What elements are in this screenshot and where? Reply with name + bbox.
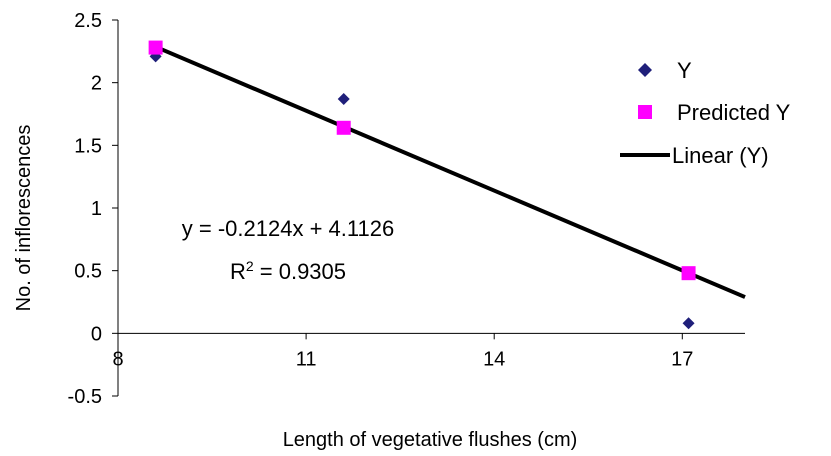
legend-item-predicted-y: Predicted Y bbox=[638, 100, 791, 125]
x-ticks: 8 11 14 17 bbox=[112, 333, 693, 370]
trendline bbox=[154, 44, 746, 299]
trendline-equation: y = -0.2124x + 4.1126 bbox=[182, 216, 394, 241]
legend-label-predicted-y: Predicted Y bbox=[677, 100, 791, 125]
data-point-predicted-y bbox=[336, 120, 351, 135]
y-axis-title: No. of inflorescences bbox=[13, 125, 35, 312]
x-tick-label: 11 bbox=[296, 348, 317, 370]
legend: Y Predicted Y Linear (Y) bbox=[620, 58, 791, 168]
y-tick-label: -0.5 bbox=[68, 386, 102, 408]
legend-label-linear: Linear (Y) bbox=[672, 143, 769, 168]
x-tick-label: 14 bbox=[483, 348, 505, 370]
legend-item-linear: Linear (Y) bbox=[620, 143, 769, 168]
r-squared-superscript: 2 bbox=[246, 258, 254, 274]
x-tick-label: 17 bbox=[671, 348, 693, 370]
y-tick-label: 2 bbox=[91, 73, 102, 95]
data-point-predicted-y bbox=[681, 266, 696, 281]
legend-item-y: Y bbox=[638, 58, 692, 83]
legend-marker-square bbox=[638, 105, 652, 119]
y-tick-label: 1 bbox=[91, 198, 102, 220]
y-ticks: 2.5 2 1.5 1 0.5 0 -0.5 bbox=[68, 10, 118, 408]
data-point-y bbox=[337, 92, 350, 105]
y-tick-label: 0 bbox=[91, 323, 102, 345]
data-point-predicted-y bbox=[148, 40, 163, 55]
y-tick-label: 0.5 bbox=[74, 261, 102, 283]
x-axis-title: Length of vegetative flushes (cm) bbox=[283, 429, 578, 451]
x-tick-label: 8 bbox=[112, 348, 123, 370]
r-squared-value: = 0.9305 bbox=[254, 259, 346, 284]
trendline-group bbox=[154, 44, 746, 299]
r-squared-r: R bbox=[230, 259, 246, 284]
legend-marker-diamond bbox=[638, 63, 652, 77]
r-squared-label: R2 = 0.9305 bbox=[230, 258, 346, 284]
points-group bbox=[148, 40, 696, 330]
axes bbox=[117, 20, 745, 396]
y-tick-label: 1.5 bbox=[74, 135, 102, 157]
data-point-y bbox=[682, 317, 695, 330]
legend-label-y: Y bbox=[677, 58, 692, 83]
y-tick-label: 2.5 bbox=[74, 10, 102, 32]
